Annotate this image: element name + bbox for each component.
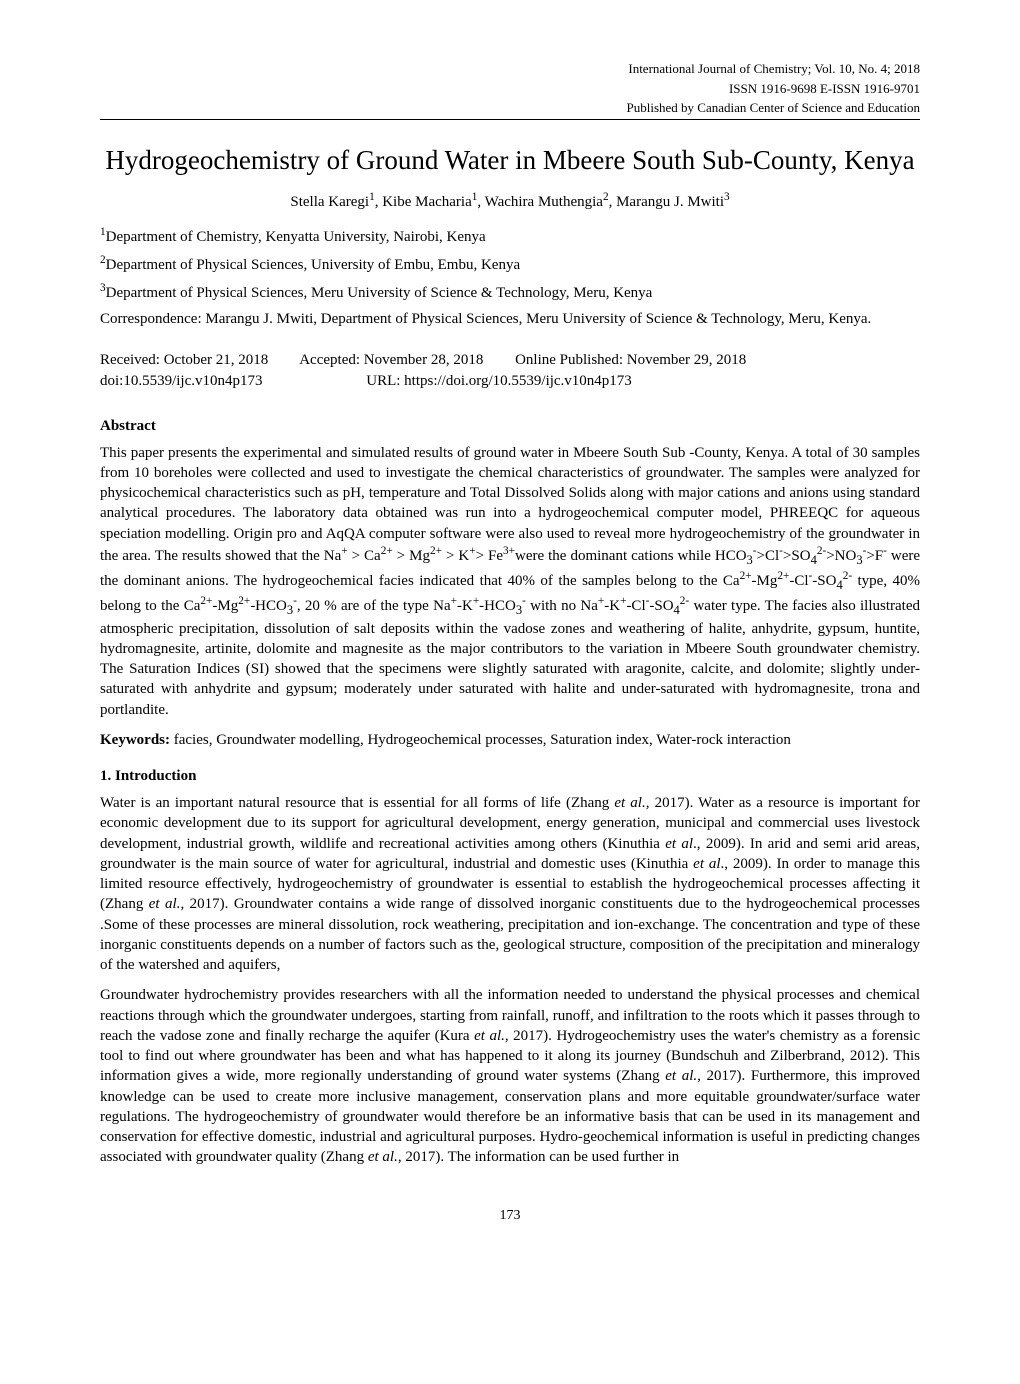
accepted-date: Accepted: November 28, 2018	[299, 352, 483, 368]
online-published-date: Online Published: November 29, 2018	[515, 352, 746, 368]
journal-header-line2: ISSN 1916-9698 E-ISSN 1916-9701	[100, 80, 920, 98]
affiliation-2: 2Department of Physical Sciences, Univer…	[100, 253, 920, 275]
header-divider	[100, 119, 920, 120]
paper-title: Hydrogeochemistry of Ground Water in Mbe…	[100, 145, 920, 176]
affiliation-3: 3Department of Physical Sciences, Meru U…	[100, 281, 920, 303]
dates-row: Received: October 21, 2018 Accepted: Nov…	[100, 352, 920, 369]
introduction-heading: 1. Introduction	[100, 768, 920, 785]
journal-header-line3: Published by Canadian Center of Science …	[100, 99, 920, 117]
abstract-heading: Abstract	[100, 418, 920, 435]
page-container: International Journal of Chemistry; Vol.…	[0, 0, 1020, 1264]
abstract-body: This paper presents the experimental and…	[100, 443, 920, 720]
keywords-line: Keywords: facies, Groundwater modelling,…	[100, 730, 920, 750]
introduction-paragraph-2: Groundwater hydrochemistry provides rese…	[100, 985, 920, 1167]
affiliation-1: 1Department of Chemistry, Kenyatta Unive…	[100, 225, 920, 247]
keywords-text: facies, Groundwater modelling, Hydrogeoc…	[170, 732, 791, 748]
doi-row: doi:10.5539/ijc.v10n4p173 URL: https://d…	[100, 373, 920, 390]
doi-text: doi:10.5539/ijc.v10n4p173	[100, 373, 263, 389]
correspondence-line: Correspondence: Marangu J. Mwiti, Depart…	[100, 309, 920, 329]
page-number: 173	[100, 1208, 920, 1224]
received-date: Received: October 21, 2018	[100, 352, 268, 368]
doi-url: URL: https://doi.org/10.5539/ijc.v10n4p1…	[366, 373, 632, 389]
authors-list: Stella Karegi1, Kibe Macharia1, Wachira …	[100, 191, 920, 211]
journal-header-line1: International Journal of Chemistry; Vol.…	[100, 60, 920, 78]
keywords-label: Keywords:	[100, 732, 170, 748]
introduction-paragraph-1: Water is an important natural resource t…	[100, 793, 920, 975]
